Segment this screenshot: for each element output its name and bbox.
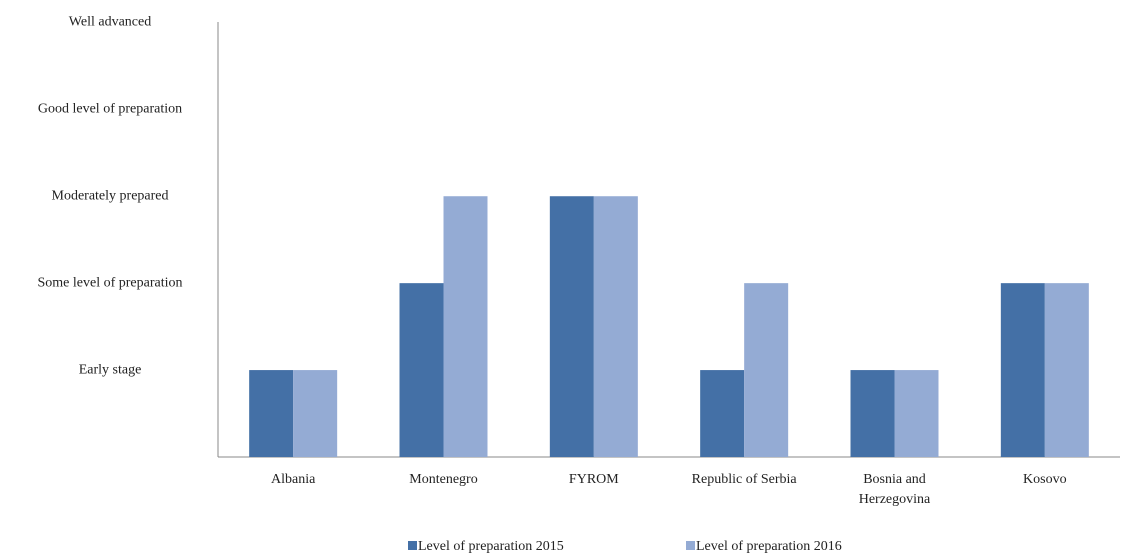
bar xyxy=(293,370,338,457)
legend-swatch xyxy=(686,541,695,550)
bar xyxy=(249,370,294,457)
y-tick-label: Good level of preparation xyxy=(38,102,182,117)
bar xyxy=(1044,283,1089,457)
legend-swatch xyxy=(408,541,417,550)
bar xyxy=(399,283,444,457)
legend-label: Level of preparation 2015 xyxy=(418,539,564,554)
bar xyxy=(1000,283,1045,457)
bar xyxy=(850,370,895,457)
bar xyxy=(744,283,789,457)
x-tick-label: FYROM xyxy=(568,472,619,487)
x-tick-label: Bosnia and Herzegovina xyxy=(858,472,931,507)
y-tick-label: Some level of preparation xyxy=(37,275,182,290)
x-tick-label: Albania xyxy=(270,472,316,487)
bar xyxy=(549,196,594,457)
y-tick-label: Moderately prepared xyxy=(52,188,169,203)
bar xyxy=(700,370,745,457)
bar xyxy=(894,370,939,457)
y-tick-label: Well advanced xyxy=(69,15,151,30)
x-tick-label: Republic of Serbia xyxy=(691,472,797,487)
x-tick-label: Montenegro xyxy=(409,472,478,487)
legend-label: Level of preparation 2016 xyxy=(696,539,842,554)
bar xyxy=(443,196,488,457)
y-tick-label: Early stage xyxy=(79,362,142,377)
x-tick-label: Kosovo xyxy=(1023,472,1067,487)
bar xyxy=(593,196,638,457)
